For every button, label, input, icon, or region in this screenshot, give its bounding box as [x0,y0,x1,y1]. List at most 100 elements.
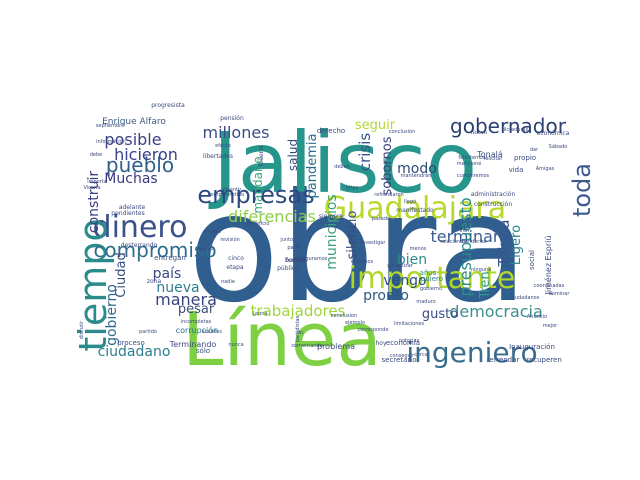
word-132: investigar [361,240,387,246]
word-109: efecto [215,143,231,149]
word-4: Guadalajara [324,191,506,226]
word-72: manifestado [396,207,434,214]
word-105: beneficio [247,221,270,227]
word-81: público [277,265,299,272]
word-84: zona [147,278,162,285]
word-128: Tren [458,228,470,234]
word-92: desterrando [121,242,158,249]
word-11: compromiso [93,238,216,262]
word-2: Línea [182,297,382,383]
word-10: toda [568,163,596,217]
word-102: juntos [279,237,296,243]
word-21: manera [155,290,217,309]
word-35: crisis [356,133,374,172]
word-53: secretario [382,356,417,364]
word-0: obra [188,162,529,336]
word-42: pronto [363,288,409,304]
word-74: económica [537,130,570,137]
word-16: posible [104,130,161,149]
word-68: progresista [151,102,185,109]
word-23: nueva [156,280,199,296]
word-123: Nuevo [471,130,487,136]
word-44: salud [286,139,300,171]
word-51: proceso [117,339,145,347]
word-49: Terminando [169,340,217,349]
word-130: banderías [462,238,487,245]
word-89: hoy [375,340,386,347]
word-70: construcción [474,201,512,208]
word-78: libertades [203,153,233,160]
word-112: septiembre [96,123,124,129]
word-20: democracia [449,302,543,321]
word-19: trabajadores [251,302,346,320]
word-104: nadie [221,279,235,285]
word-90: corresponde [357,327,388,333]
word-141: comprometido [208,192,244,198]
word-133: gobierno [420,286,442,292]
word-120: felicitemos [458,155,486,161]
word-98: incompletas [181,319,212,325]
word-125: deben [334,164,350,170]
word-40: vengo [383,273,426,289]
word-140: inauguramos [295,256,328,262]
word-110: llegó [404,198,416,205]
word-83: etapa [226,264,244,271]
word-106: sabemos [351,259,374,265]
word-14: diferencias [228,207,316,226]
word-88: cerca [414,352,428,358]
word-59: años [420,269,437,277]
word-147: ciudadanos [511,295,540,301]
word-67: pensión [220,115,244,122]
word-32: Ligero [509,225,524,265]
word-138: coordinadas [534,283,565,289]
word-25: gobierno [104,284,120,346]
word-66: derecho [317,127,345,135]
word-131: menos [410,246,427,252]
word-75: dictaduras [502,127,529,133]
word-91: ninguna [471,267,491,273]
word-79: buenas [285,257,307,264]
word-57: economía [386,339,420,347]
word-85: sociales [202,329,222,335]
word-56: Inauguración [509,343,555,351]
word-1: Jalisco [208,114,477,212]
word-76: mantendrán [401,172,432,179]
word-39: bien [397,252,427,268]
word-114: Vicaria [83,185,100,191]
word-3: importante [349,261,516,296]
word-8: tiempo [71,218,115,351]
word-46: Enrique Alfaro [102,117,166,127]
word-29: presupuesto [456,197,475,296]
word-116: discutir [79,320,85,339]
word-60: Jiménez Espriú [543,236,553,296]
word-6: dinero [93,210,188,245]
word-100: Leona [252,311,267,317]
word-124: dar [530,147,539,153]
word-26: Ciudad [114,252,129,297]
word-43: silencio [345,210,360,259]
word-95: amigos [203,229,222,235]
word-55: recuperen [526,356,562,364]
word-15: hicieron [114,145,178,164]
word-134: maduro [416,299,435,305]
word-31: Tren [478,271,493,299]
word-58: quiero [421,275,443,283]
word-54: refrendar [487,356,520,364]
word-136: conclusion [331,313,358,319]
word-119: Amigas [536,166,555,172]
word-65: federal [258,145,265,166]
word-107: ejemplo [345,320,365,326]
word-36: sobornos [380,136,395,195]
word-113: información [96,138,126,145]
word-86: nunca [228,342,243,348]
word-33: municipios [324,194,340,270]
word-38: modo [397,161,437,177]
word-61: social [528,250,536,270]
word-101: fin [297,330,303,336]
word-22: ciudadano [98,344,171,360]
word-80: fondos [286,257,306,264]
word-13: millones [202,123,269,142]
word-122: cumpliremos [457,173,490,179]
word-117: disentir [223,187,243,193]
word-96: revisión [220,236,240,243]
